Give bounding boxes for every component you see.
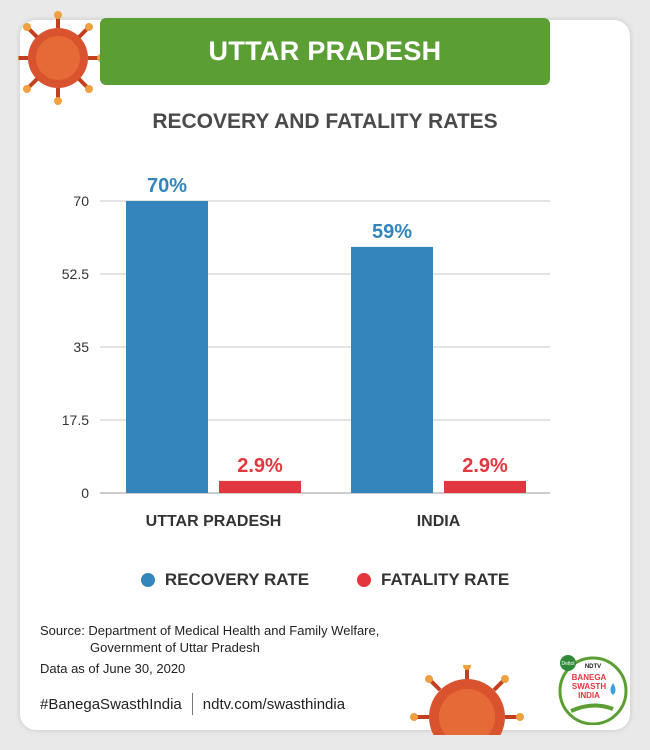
bar-fatality: [219, 480, 301, 493]
bar-recovery: [351, 246, 433, 493]
svg-text:SWASTH: SWASTH: [572, 682, 606, 691]
footer-url: ndtv.com/swasthindia: [202, 695, 346, 713]
footer: #BanegaSwasthIndia ndtv.com/swasthindia: [40, 693, 345, 715]
y-tick-label: 70: [73, 193, 89, 209]
x-category-label: UTTAR PRADESH: [146, 513, 282, 530]
legend-item-fatality: FATALITY RATE: [357, 570, 509, 590]
legend-item-recovery: RECOVERY RATE: [140, 570, 310, 590]
bar-recovery: [126, 201, 208, 493]
virus-icon-top-left: [18, 11, 104, 105]
data-label: 2.9%: [237, 455, 283, 477]
y-tick-label: 17.5: [62, 412, 89, 428]
legend-swatch-recovery: [140, 573, 155, 587]
source-note: Source: Department of Medical Health and…: [40, 622, 379, 656]
legend-label-fatality: FATALITY RATE: [381, 570, 510, 589]
banega-swasth-india-logo: Dettol NDTV BANEGA SWASTH INDIA: [558, 655, 628, 725]
y-tick-label: 35: [73, 339, 89, 355]
svg-text:Dettol: Dettol: [561, 661, 574, 667]
svg-text:BANEGA: BANEGA: [572, 673, 607, 682]
y-tick-label: 0: [81, 485, 89, 501]
x-category-label: INDIA: [417, 513, 461, 530]
data-label: 70%: [147, 175, 187, 197]
bar-fatality: [444, 480, 526, 493]
data-label: 59%: [372, 221, 412, 243]
legend-label-recovery: RECOVERY RATE: [164, 570, 310, 589]
source-line-1: Source: Department of Medical Health and…: [40, 623, 380, 638]
footer-divider: [191, 693, 193, 715]
chart-title: RECOVERY AND FATALITY RATES: [152, 110, 498, 133]
svg-text:NDTV: NDTV: [585, 664, 601, 670]
y-tick-label: 52.5: [62, 266, 89, 282]
svg-text:INDIA: INDIA: [578, 691, 600, 700]
footer-hashtag: #BanegaSwasthIndia: [40, 695, 182, 713]
infographic-card: [20, 20, 630, 730]
data-date: Data as of June 30, 2020: [40, 661, 186, 676]
state-banner: UTTAR PRADESH: [100, 18, 550, 85]
data-label: 2.9%: [462, 455, 508, 477]
virus-icon-bottom: [410, 665, 524, 735]
source-line-2: Government of Uttar Pradesh: [90, 640, 260, 655]
chart-legend: RECOVERY RATE FATALITY RATE: [0, 570, 650, 590]
bar-chart: 0 17.5 35 52.5 70 70% 2.9% UTTAR PRADESH 59% 2.9%…: [62, 175, 550, 530]
legend-swatch-fatality: [357, 573, 372, 587]
